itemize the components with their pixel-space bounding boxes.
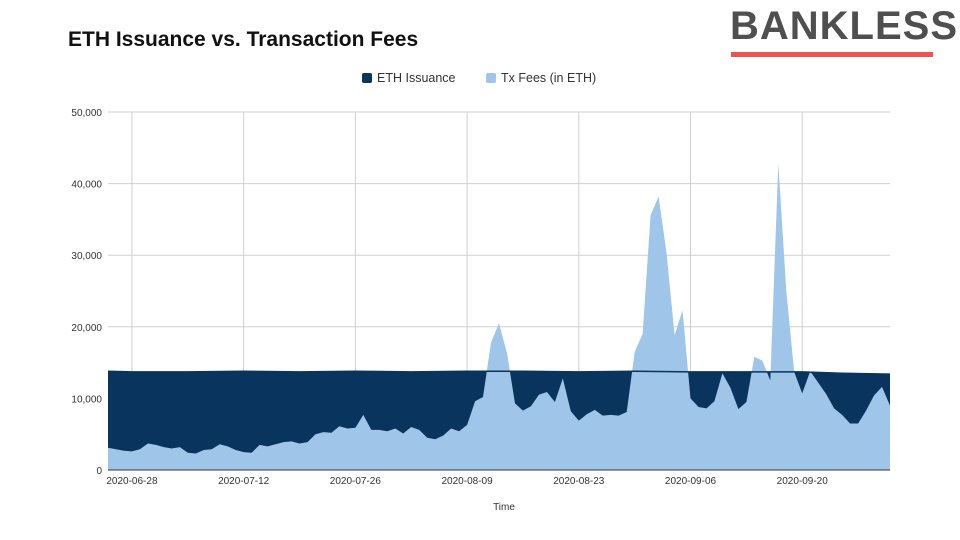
axes: 0 10,000 20,000 30,000 40,000 50,000 2020-06-2… [71,108,890,513]
y-tick-label: 0 [96,466,102,477]
y-tick-label: 30,000 [71,251,102,262]
x-tick-label: 2020-09-06 [665,476,717,487]
legend: ETH Issuance Tx Fees (in ETH) [362,71,596,85]
brand-underline [731,52,933,57]
legend-label: Tx Fees (in ETH) [501,71,596,85]
y-tick-label: 40,000 [71,180,102,191]
x-tick-label: 2020-07-26 [330,476,382,487]
x-tick-label: 2020-08-23 [553,476,605,487]
x-tick-label: 2020-06-28 [106,476,158,487]
x-tick-label: 2020-07-12 [218,476,270,487]
brand-logo: BANKLESS [730,4,959,48]
chart-title: ETH Issuance vs. Transaction Fees [68,28,419,51]
y-tick-label: 10,000 [71,394,102,405]
legend-label: ETH Issuance [377,71,456,85]
legend-swatch [362,73,372,83]
series-area-tx-fees [108,163,890,470]
y-tick-label: 50,000 [71,108,102,119]
x-tick-label: 2020-09-20 [777,476,829,487]
series-line-eth-issuance [107,370,891,375]
chart-areas [107,163,891,470]
x-tick-label: 2020-08-09 [442,476,494,487]
y-tick-label: 20,000 [71,323,102,334]
legend-swatch [486,73,496,83]
x-axis-title: Time [493,502,515,513]
